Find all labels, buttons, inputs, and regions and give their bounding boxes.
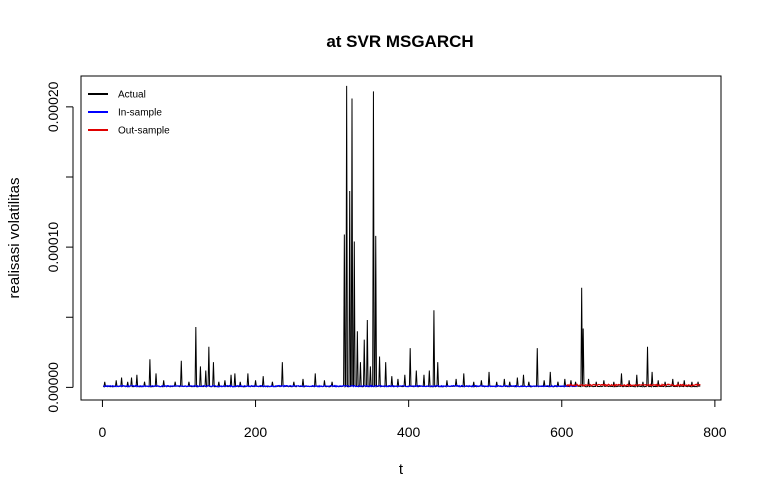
x-tick-label: 400 [397, 424, 421, 440]
legend-label: Actual [118, 90, 146, 101]
x-tick-label: 600 [550, 424, 574, 440]
series-out-sample-line [565, 383, 701, 388]
x-tick-label: 200 [244, 424, 268, 440]
y-tick-label: 0.00010 [45, 222, 61, 273]
y-axis: 0.00000 0.00010 0.00020 [45, 81, 74, 413]
series-in-sample-line [103, 384, 578, 388]
x-tick-label: 0 [99, 424, 107, 440]
legend-label: In-sample [118, 108, 162, 119]
y-axis-label: realisasi volatilitas [6, 178, 23, 299]
series-actual-line [102, 85, 701, 388]
y-tick-label: 0.00020 [45, 81, 61, 132]
legend: Actual In-sample Out-sample [88, 90, 170, 137]
y-tick-label: 0.00000 [45, 362, 61, 413]
legend-label: Out-sample [118, 126, 170, 137]
x-axis: 0 200 400 600 800 [99, 399, 727, 440]
x-tick-label: 800 [703, 424, 727, 440]
plot-frame [80, 75, 722, 401]
chart-title: at SVR MSGARCH [326, 32, 473, 51]
series-layer [102, 85, 701, 388]
x-axis-label: t [399, 461, 404, 478]
